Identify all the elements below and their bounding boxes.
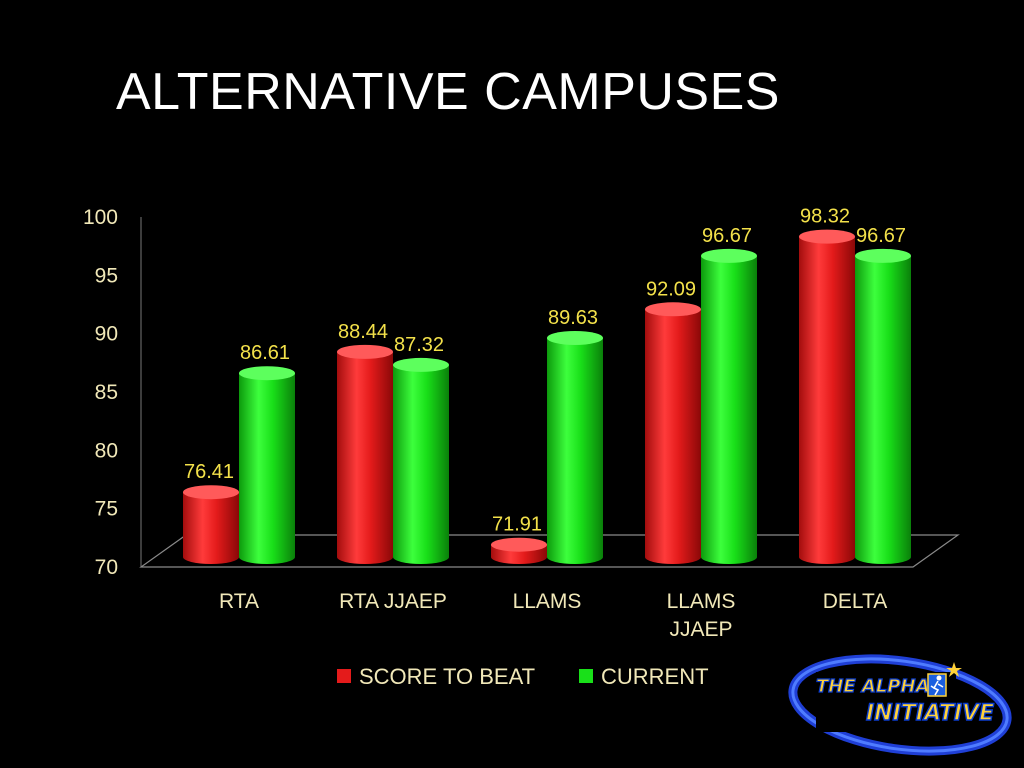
x-category-label: RTA <box>219 590 259 613</box>
alpha-initiative-logo: THE ALPHA INITIATIVE <box>788 654 1012 756</box>
data-label: 98.32 <box>800 206 850 228</box>
bar-body <box>393 364 449 564</box>
y-tick-label: 75 <box>95 498 118 521</box>
bar <box>183 485 239 564</box>
data-label: 86.61 <box>240 342 290 364</box>
x-category-label: RTA JJAEP <box>339 590 447 613</box>
bar-top <box>491 537 547 552</box>
bar <box>491 537 547 564</box>
data-label: 96.67 <box>702 225 752 247</box>
bar-top <box>645 302 701 317</box>
bar-top <box>239 366 295 381</box>
bar-body <box>701 255 757 564</box>
bar-top <box>799 229 855 244</box>
x-category-label: LLAMS <box>513 590 582 613</box>
chart-data-labels: 76.41 86.61 88.44 87.32 71.91 89.63 92.09 96.67… <box>184 206 906 536</box>
slide-title: ALTERNATIVE CAMPUSES <box>116 63 780 121</box>
bar <box>855 248 911 564</box>
chart-bars <box>183 229 911 564</box>
bar <box>799 229 855 564</box>
bar <box>337 344 393 564</box>
logo-line1: THE ALPHA <box>816 676 930 697</box>
x-category-label: DELTA <box>823 590 888 613</box>
bar <box>547 330 603 564</box>
x-category-label: LLAMS <box>667 590 736 613</box>
runner-icon <box>927 673 947 697</box>
bar-top <box>547 330 603 345</box>
bar <box>645 302 701 564</box>
legend-label: SCORE TO BEAT <box>359 664 535 689</box>
y-tick-label: 90 <box>95 323 118 346</box>
chart-axes: 70 75 80 85 90 95 100 RTA RTA JJAEP LLAMS LLAMS JJA… <box>83 206 960 641</box>
bar-body <box>547 337 603 564</box>
bar-top <box>337 344 393 359</box>
bar-body <box>799 236 855 564</box>
data-label: 88.44 <box>338 321 388 343</box>
data-label: 89.63 <box>548 307 598 329</box>
bar-body <box>855 255 911 564</box>
bar <box>393 357 449 564</box>
y-tick-label: 85 <box>95 381 118 404</box>
bar-body <box>239 373 295 564</box>
data-label: 92.09 <box>646 278 696 300</box>
data-label: 76.41 <box>184 461 234 483</box>
chart-floor <box>139 534 960 568</box>
bar-top <box>393 357 449 372</box>
y-tick-label: 70 <box>95 556 118 579</box>
bar-body <box>337 351 393 564</box>
legend-swatch <box>579 669 593 683</box>
x-category-label: JJAEP <box>669 618 732 641</box>
bar-top <box>855 248 911 263</box>
bar-top <box>183 485 239 500</box>
bar-top <box>701 248 757 263</box>
data-label: 96.67 <box>856 225 906 247</box>
bar-body <box>645 309 701 564</box>
bar <box>239 366 295 564</box>
bar <box>701 248 757 564</box>
y-tick-label: 80 <box>95 439 118 462</box>
legend-swatch <box>337 669 351 683</box>
star-icon <box>946 662 962 677</box>
legend-label: CURRENT <box>601 664 709 689</box>
chart-legend: SCORE TO BEAT CURRENT <box>337 664 709 689</box>
y-tick-label: 100 <box>83 206 118 229</box>
bar-body <box>183 492 239 564</box>
data-label: 71.91 <box>492 514 542 536</box>
data-label: 87.32 <box>394 334 444 356</box>
y-tick-label: 95 <box>95 264 118 287</box>
logo-line2: INITIATIVE <box>866 701 994 726</box>
